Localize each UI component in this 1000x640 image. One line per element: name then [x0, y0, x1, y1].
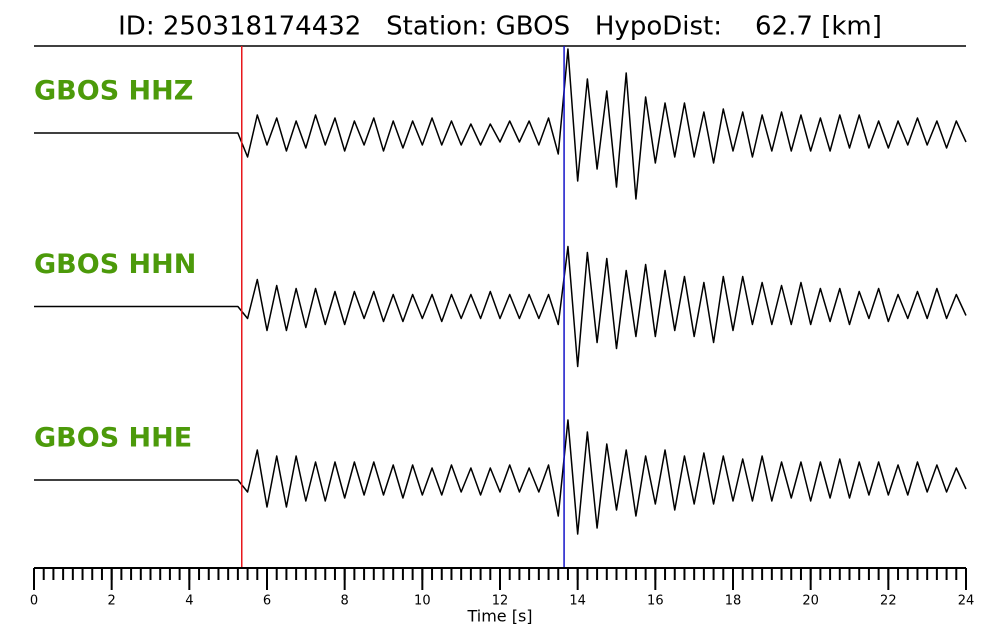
- x-tick-label: 12: [492, 594, 509, 609]
- waveform: [34, 48, 967, 200]
- x-tick-label: 10: [414, 594, 431, 609]
- x-tick-label: 14: [569, 594, 586, 609]
- waveform: [34, 419, 967, 535]
- x-tick-label: 2: [108, 594, 116, 609]
- x-tick-label: 18: [725, 594, 742, 609]
- x-tick-label: 16: [647, 594, 664, 609]
- x-tick-label: 22: [880, 594, 897, 609]
- waveform: [34, 245, 967, 368]
- x-tick-label: 8: [341, 594, 349, 609]
- x-tick-label: 0: [30, 594, 38, 609]
- chart-title: ID: 250318174432 Station: GBOS HypoDist:…: [118, 12, 882, 42]
- x-tick-label: 4: [185, 594, 193, 609]
- trace-label: GBOS HHE: [34, 423, 192, 454]
- trace-label: GBOS HHN: [34, 249, 196, 280]
- x-tick-label: 6: [263, 594, 271, 609]
- x-tick-label: 20: [802, 594, 819, 609]
- x-axis-label: Time [s]: [466, 607, 532, 626]
- trace-label: GBOS HHZ: [34, 76, 193, 107]
- x-tick-label: 24: [958, 594, 975, 609]
